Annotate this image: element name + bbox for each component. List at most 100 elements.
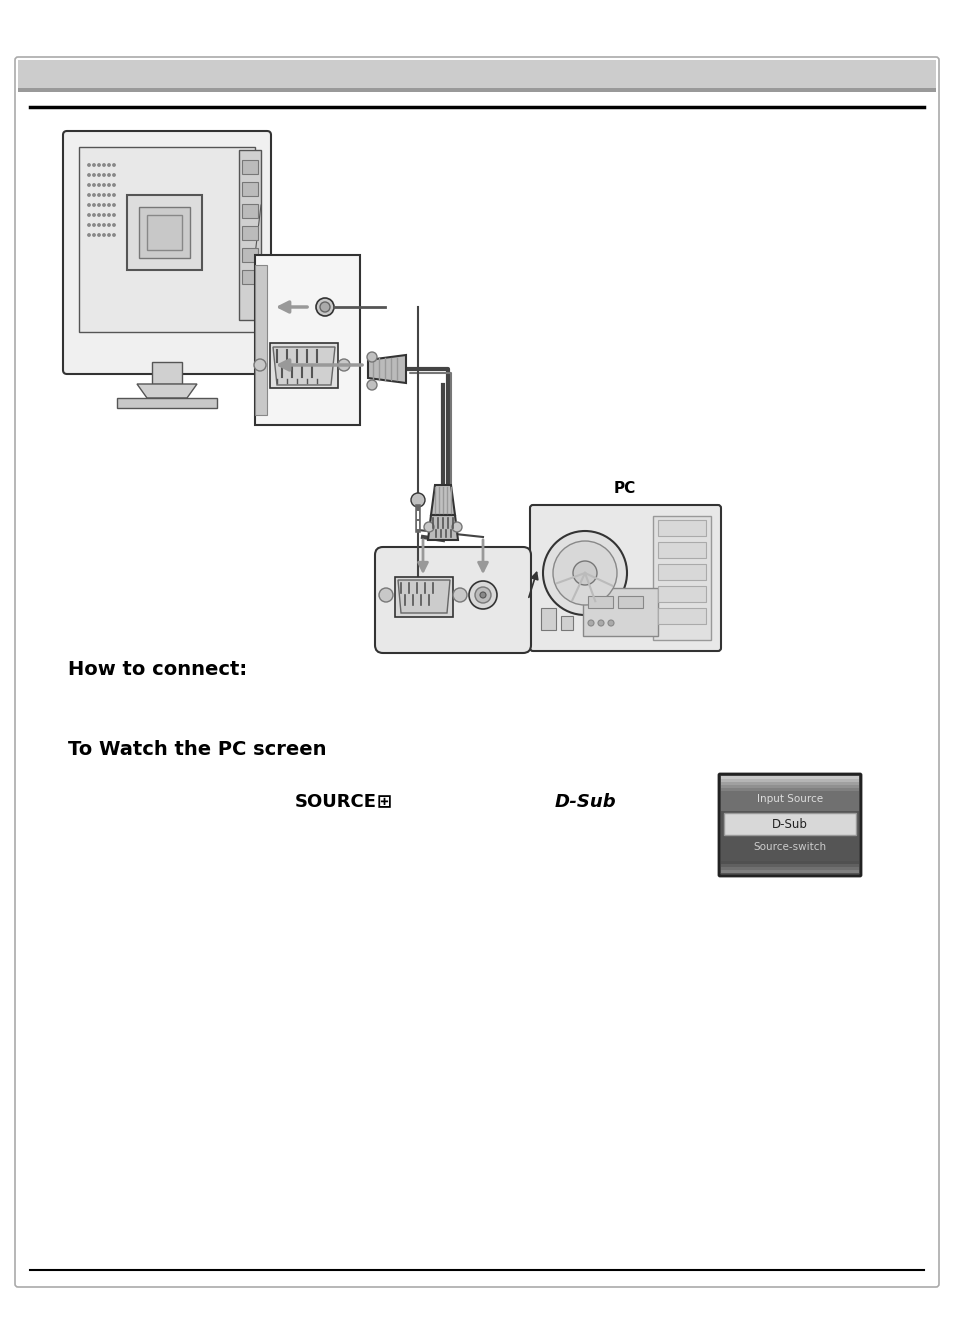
Circle shape — [587, 620, 594, 626]
Circle shape — [92, 194, 95, 196]
Bar — [652, 516, 710, 640]
Polygon shape — [368, 355, 406, 383]
Circle shape — [108, 194, 111, 196]
Bar — [618, 595, 642, 607]
Text: Source-switch: Source-switch — [753, 841, 825, 852]
Circle shape — [103, 234, 105, 237]
Circle shape — [92, 224, 95, 226]
Bar — [582, 589, 658, 636]
Circle shape — [452, 521, 461, 532]
Bar — [152, 362, 182, 384]
Bar — [720, 775, 858, 780]
Bar — [720, 867, 858, 870]
Bar — [720, 788, 858, 792]
Circle shape — [108, 224, 111, 226]
Bar — [254, 265, 267, 415]
Circle shape — [92, 214, 95, 216]
Circle shape — [607, 620, 614, 626]
Circle shape — [542, 531, 626, 616]
Bar — [723, 813, 855, 835]
Text: ⊞: ⊞ — [376, 793, 392, 810]
Bar — [242, 181, 257, 196]
Circle shape — [88, 234, 91, 237]
FancyBboxPatch shape — [15, 56, 938, 1288]
FancyBboxPatch shape — [719, 774, 861, 876]
Circle shape — [88, 204, 91, 206]
Circle shape — [453, 589, 467, 602]
Bar — [720, 862, 858, 864]
Polygon shape — [137, 384, 196, 398]
Circle shape — [112, 204, 115, 206]
Circle shape — [423, 521, 434, 532]
Polygon shape — [431, 485, 455, 515]
Circle shape — [92, 234, 95, 237]
Circle shape — [253, 359, 266, 371]
Circle shape — [315, 298, 334, 316]
Circle shape — [98, 224, 100, 226]
Bar — [242, 204, 257, 218]
Circle shape — [378, 589, 393, 602]
Circle shape — [112, 164, 115, 167]
Circle shape — [108, 184, 111, 187]
Circle shape — [475, 587, 491, 603]
Bar — [658, 520, 705, 536]
Circle shape — [112, 194, 115, 196]
Bar — [79, 146, 254, 332]
Bar — [239, 151, 261, 320]
Bar — [587, 595, 613, 607]
Bar — [395, 577, 453, 617]
Circle shape — [88, 164, 91, 167]
Text: Input Source: Input Source — [756, 794, 822, 804]
Circle shape — [92, 173, 95, 176]
Circle shape — [112, 234, 115, 237]
Bar — [18, 87, 935, 91]
Circle shape — [103, 164, 105, 167]
Circle shape — [108, 234, 111, 237]
Circle shape — [92, 204, 95, 206]
Circle shape — [367, 352, 376, 362]
FancyBboxPatch shape — [530, 505, 720, 650]
Circle shape — [598, 620, 603, 626]
Polygon shape — [428, 515, 457, 540]
Bar — [658, 607, 705, 624]
Text: To Watch the PC screen: To Watch the PC screen — [68, 741, 326, 759]
Circle shape — [103, 214, 105, 216]
Circle shape — [108, 204, 111, 206]
Text: PC: PC — [613, 481, 636, 496]
Bar — [720, 785, 858, 788]
Circle shape — [98, 164, 100, 167]
Circle shape — [553, 542, 617, 605]
Bar — [658, 542, 705, 558]
Circle shape — [88, 194, 91, 196]
Bar — [242, 249, 257, 262]
Circle shape — [469, 581, 497, 609]
Polygon shape — [397, 581, 450, 613]
Bar — [242, 226, 257, 241]
Circle shape — [88, 184, 91, 187]
Bar — [242, 270, 257, 284]
Circle shape — [337, 359, 350, 371]
Polygon shape — [273, 347, 335, 384]
Circle shape — [573, 560, 597, 585]
Bar — [720, 864, 858, 867]
Bar — [147, 215, 182, 250]
Circle shape — [88, 224, 91, 226]
Circle shape — [319, 302, 330, 312]
Circle shape — [92, 184, 95, 187]
Bar — [720, 782, 858, 785]
Circle shape — [98, 214, 100, 216]
Circle shape — [88, 173, 91, 176]
Bar — [139, 207, 190, 258]
Circle shape — [112, 214, 115, 216]
Bar — [127, 195, 202, 270]
Bar — [270, 343, 337, 388]
Text: How to connect:: How to connect: — [68, 660, 247, 679]
Circle shape — [92, 164, 95, 167]
Text: D-Sub: D-Sub — [555, 793, 616, 810]
Circle shape — [98, 234, 100, 237]
FancyBboxPatch shape — [63, 130, 271, 374]
Circle shape — [103, 194, 105, 196]
Circle shape — [98, 173, 100, 176]
Bar — [242, 160, 257, 173]
Bar — [117, 398, 216, 409]
